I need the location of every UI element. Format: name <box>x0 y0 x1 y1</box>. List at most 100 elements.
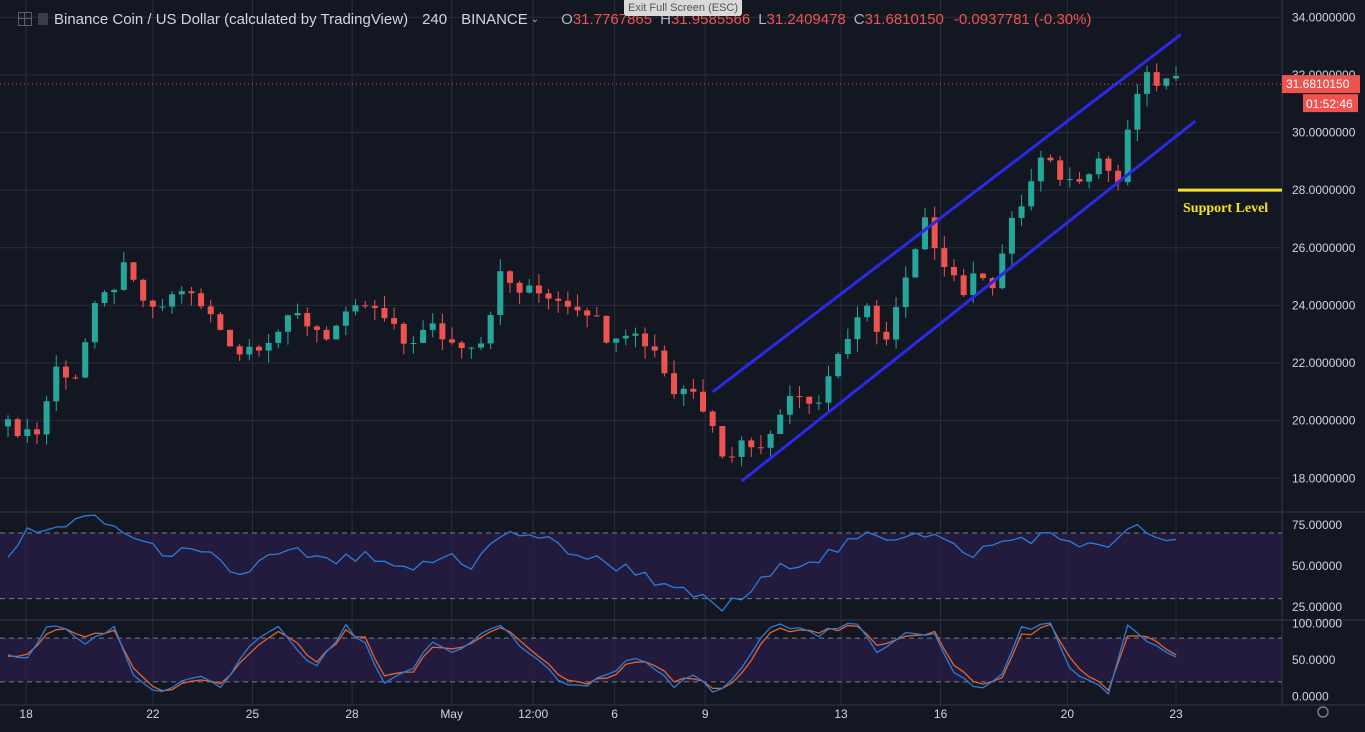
candle-body <box>912 249 919 278</box>
candle-body <box>574 306 581 311</box>
candle-body <box>130 262 137 280</box>
candle-body <box>1144 72 1151 94</box>
candle-body <box>970 273 977 296</box>
close-label: C <box>853 10 865 28</box>
candle-body <box>391 318 398 324</box>
candle-body <box>854 317 861 340</box>
symbol-color-icon <box>38 13 48 25</box>
candle-body <box>1018 206 1025 218</box>
candle-body <box>449 339 456 343</box>
candle-body <box>284 315 291 332</box>
candle-body <box>642 333 649 347</box>
candle-body <box>728 456 735 458</box>
candle-body <box>477 343 484 348</box>
countdown-label: 01:52:46 <box>1306 97 1353 111</box>
candle-body <box>111 289 118 293</box>
candle-body <box>1066 179 1073 181</box>
chevron-down-icon[interactable]: ⌄ <box>530 13 540 25</box>
candle-body <box>439 323 446 340</box>
interval-label[interactable]: 240 <box>422 10 448 28</box>
candle-body <box>362 305 369 307</box>
candle-body <box>506 271 513 283</box>
high-label: H <box>660 10 671 28</box>
candle-body <box>246 346 253 355</box>
channel-lower-line <box>740 119 1197 483</box>
exchange-label[interactable]: BINANCE <box>461 10 528 28</box>
x-tick-label: May <box>440 707 463 721</box>
crosshair-icon[interactable] <box>18 12 32 26</box>
rsi-y-tick-label: 50.00000 <box>1292 559 1342 573</box>
candle-body <box>709 411 716 427</box>
candle-body <box>265 342 272 351</box>
candle-body <box>487 314 494 344</box>
channel-upper-line <box>711 33 1182 394</box>
x-tick-label: 9 <box>702 707 709 721</box>
x-tick-label: 12:00 <box>518 707 548 721</box>
rsi-y-tick-label: 75.00000 <box>1292 518 1342 532</box>
candle-body <box>5 419 11 427</box>
candle-body <box>1008 217 1015 254</box>
candle-body <box>53 366 60 402</box>
candle-body <box>835 353 842 377</box>
x-tick-label: 23 <box>1169 707 1183 721</box>
price-tag-label: 31.6810150 <box>1286 77 1350 91</box>
candle-body <box>14 419 21 437</box>
candle-body <box>671 373 678 395</box>
candle-body <box>1047 157 1054 161</box>
y-tick-label: 34.0000000 <box>1292 10 1356 24</box>
candle-body <box>796 396 803 398</box>
rsi-line <box>7 514 1177 612</box>
y-tick-label: 18.0000000 <box>1292 471 1356 485</box>
candle-body <box>140 279 147 301</box>
x-tick-label: 28 <box>345 707 359 721</box>
stoch-y-tick-label: 100.0000 <box>1292 617 1342 631</box>
candle-body <box>979 273 986 279</box>
candle-body <box>101 292 108 304</box>
countdown-box <box>1303 94 1358 113</box>
candle-body <box>82 342 89 378</box>
price-tag-box <box>1282 75 1360 94</box>
candle-body <box>593 315 600 317</box>
candle-body <box>960 275 967 296</box>
candle-body <box>661 350 668 374</box>
candle-body <box>91 303 98 343</box>
candle-body <box>342 311 349 326</box>
y-tick-label: 26.0000000 <box>1292 241 1356 255</box>
y-tick-label: 22.0000000 <box>1292 356 1356 370</box>
candle-body <box>941 248 948 268</box>
candle-body <box>902 277 909 308</box>
support-level-annotation: Support Level <box>1183 201 1269 216</box>
candle-body <box>323 329 330 340</box>
candle-body <box>680 388 687 395</box>
candle-body <box>1095 158 1102 175</box>
candle-body <box>603 315 610 343</box>
symbol-title[interactable]: Binance Coin / US Dollar (calculated by … <box>54 10 409 28</box>
x-tick-label: 25 <box>246 707 260 721</box>
candle-body <box>497 271 504 315</box>
candle-body <box>864 305 871 318</box>
candle-body <box>352 305 359 312</box>
candle-body <box>613 338 620 343</box>
candle-body <box>690 388 697 392</box>
candle-body <box>825 376 832 403</box>
candle-body <box>1028 181 1035 207</box>
candle-body <box>700 391 707 412</box>
candle-body <box>1124 129 1131 183</box>
gear-icon <box>1317 706 1329 718</box>
candle-body <box>1076 179 1083 182</box>
candle-body <box>458 342 465 349</box>
candle-body <box>198 293 205 307</box>
x-tick-label: 13 <box>834 707 848 721</box>
candle-body <box>371 305 378 308</box>
exit-fullscreen-button[interactable]: Exit Full Screen (ESC) <box>624 0 742 16</box>
candle-body <box>420 329 427 343</box>
candle-body <box>873 305 880 332</box>
candle-body <box>1134 93 1141 130</box>
candle-body <box>33 429 40 435</box>
candle-body <box>1105 158 1112 171</box>
candle-body <box>62 366 69 378</box>
candle-body <box>188 291 195 294</box>
candle-body <box>43 401 50 435</box>
